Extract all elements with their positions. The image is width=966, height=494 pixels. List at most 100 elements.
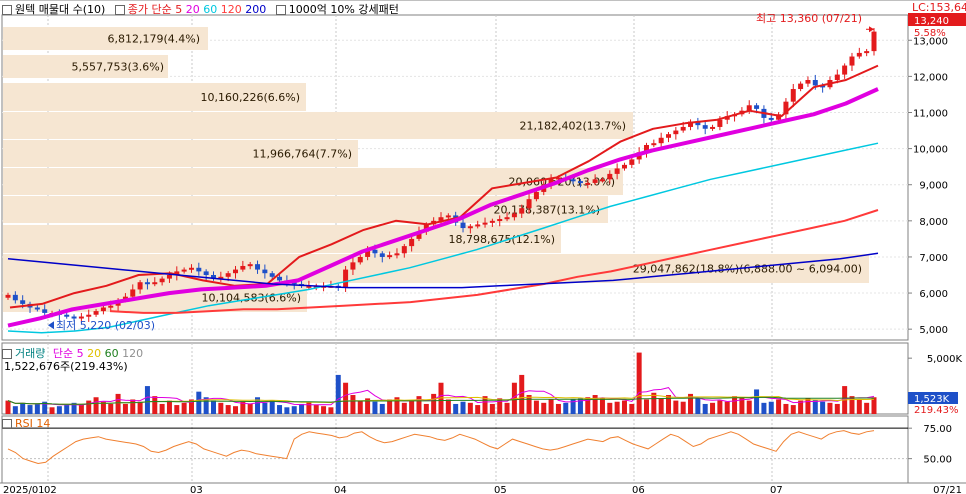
volume-bar (42, 401, 48, 414)
volume-bar (467, 402, 473, 414)
volume-bar (680, 401, 686, 414)
ma-line-60 (7, 142, 879, 334)
price-tick-label: 12,000 (913, 72, 948, 83)
volume-bar (306, 401, 312, 414)
checkbox-icon[interactable] (2, 419, 12, 429)
volume-bar (49, 407, 55, 414)
volume-bar (761, 402, 767, 414)
vol-ma-20: 20 (87, 347, 102, 360)
volume-bar (710, 402, 716, 414)
volume-bar (519, 374, 525, 414)
volume-bar (511, 382, 517, 414)
volume-bar (585, 397, 591, 414)
candle-body (871, 31, 877, 52)
candle-body (166, 275, 172, 279)
candle-body (240, 265, 246, 270)
volume-bar (379, 403, 385, 414)
candle-body (269, 273, 275, 277)
volume-bar (827, 402, 833, 414)
volume-bar (482, 396, 488, 414)
ma-line-200 (7, 252, 879, 289)
volume-bar (166, 400, 172, 414)
checkbox-icon[interactable] (2, 349, 12, 359)
candle-body (350, 262, 356, 270)
candle-body (218, 276, 224, 279)
price-tick-label: 13,000 (913, 36, 948, 47)
volume-bar (812, 399, 818, 414)
x-axis-right-label: 07/21 (933, 485, 962, 494)
candle-body (100, 307, 106, 312)
volume-ma-line (7, 387, 875, 406)
rsi-panel (1, 415, 909, 484)
volume-bar (688, 393, 694, 414)
candle-body (688, 121, 694, 127)
volume-bar (548, 399, 554, 414)
volume-bar (313, 405, 319, 414)
candle-body (12, 294, 18, 301)
volume-bar (188, 399, 194, 414)
ma-label: 종가 단순 (127, 3, 172, 16)
volume-profile-bar (3, 140, 358, 167)
checkbox-icon[interactable] (2, 5, 12, 15)
last-price-box (908, 13, 966, 26)
volume-bar (100, 401, 106, 414)
ma-period-5: 5 (175, 3, 183, 16)
volume-bar (78, 403, 84, 414)
x-axis-label: 06 (632, 485, 645, 494)
price-panel-header: 원텍 매물대 수(10) 종가 단순 5 20 60 120 200 1000억… (2, 1, 399, 17)
volume-bar (768, 401, 774, 414)
last-change-label: 5.58% (914, 28, 946, 39)
checkbox-icon[interactable] (114, 5, 125, 15)
candle-body (460, 222, 466, 229)
volume-bar (284, 407, 290, 414)
candle-body (64, 314, 70, 317)
candle-body (497, 219, 503, 222)
volume-bar (181, 402, 187, 414)
ma-period-60: 60 (203, 3, 218, 16)
volume-bar (108, 403, 114, 414)
candle-body (144, 282, 150, 285)
volume-bar (555, 403, 561, 414)
volume-bar (702, 403, 708, 414)
candle-body (233, 269, 239, 274)
volume-bar (357, 400, 363, 414)
volume-bar (636, 352, 642, 414)
candle-body (702, 125, 708, 129)
ma-line-5 (9, 64, 879, 309)
volume-title: 거래량 (15, 347, 46, 360)
candle-body (519, 208, 525, 214)
candle-body (754, 105, 760, 109)
volume-bar (541, 402, 547, 414)
candle-body (526, 199, 532, 209)
volume-bar (475, 405, 481, 414)
volume-bar (614, 401, 620, 414)
volume-bar (321, 406, 327, 414)
last-price-label: 13,240 (914, 16, 949, 27)
candle-body (798, 83, 804, 90)
x-axis-label: 03 (190, 485, 203, 494)
volume-profile-bar (3, 27, 208, 50)
volume-profile-label: 10,160,226(6.6%) (200, 91, 300, 104)
x-axis-label: 2025/01 (3, 485, 45, 494)
candle-body (365, 249, 371, 257)
volume-bar (724, 401, 730, 414)
volume-bar (658, 398, 664, 414)
volume-bar (497, 398, 503, 414)
volume-bar (717, 400, 723, 414)
volume-bar (71, 402, 77, 414)
candle-body (746, 105, 752, 111)
volume-bar (255, 397, 261, 414)
candle-body (592, 179, 598, 183)
candle-body (379, 253, 385, 257)
candle-body (78, 316, 84, 319)
volume-bar (64, 405, 70, 414)
x-axis-label: 04 (334, 485, 347, 494)
checkbox-icon[interactable] (275, 5, 286, 15)
volume-bar (12, 406, 18, 414)
volume-bar (849, 396, 855, 414)
volume-bar (754, 389, 760, 414)
volume-axis-top: 5,000K (927, 354, 963, 365)
candle-body (504, 217, 510, 220)
candle-body (776, 114, 782, 120)
volume-bar (240, 401, 246, 414)
